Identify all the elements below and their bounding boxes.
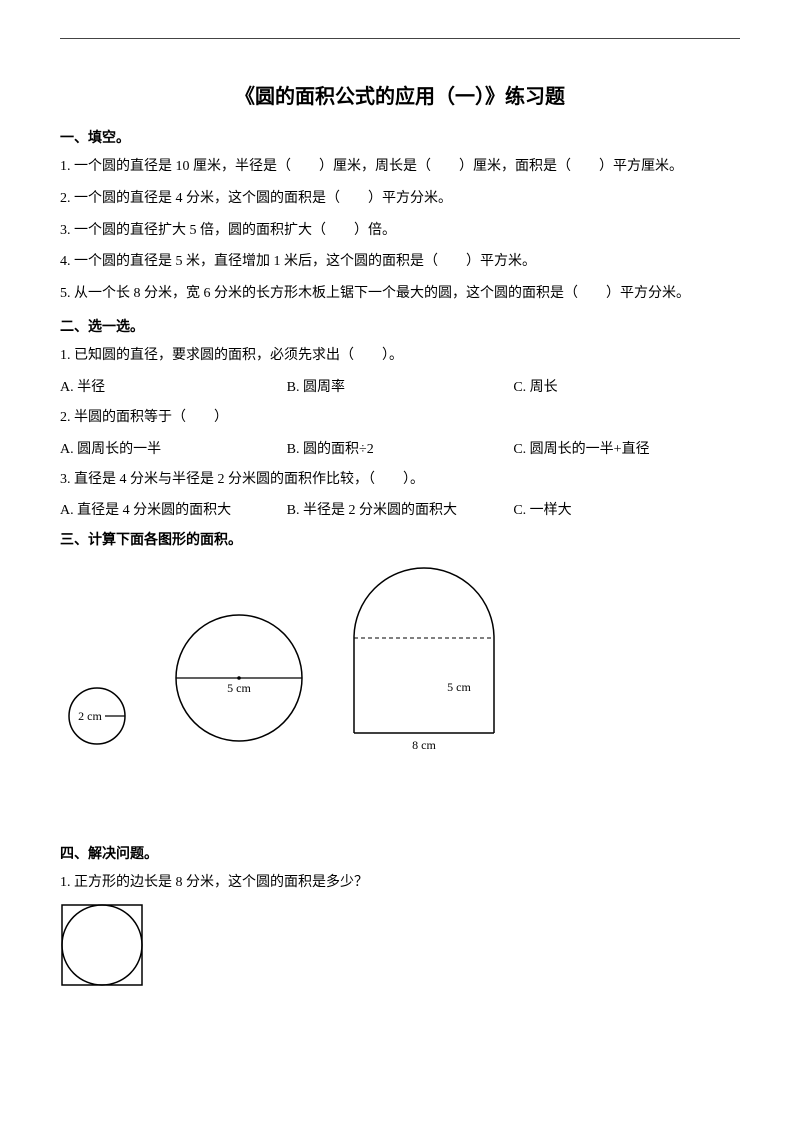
section-2-head: 二、选一选。	[60, 316, 740, 336]
figures-row: 2 cm 5 cm 5 cm 8 cm	[60, 563, 740, 753]
figure-4-wrap	[60, 903, 740, 987]
page-title: 《圆的面积公式的应用（一）》练习题	[60, 80, 740, 109]
fig2-label: 5 cm	[227, 681, 251, 695]
s4-q1: 1. 正方形的边长是 8 分米，这个圆的面积是多少？	[60, 871, 740, 895]
page: 《圆的面积公式的应用（一）》练习题 一、填空。 1. 一个圆的直径是 10 厘米…	[0, 0, 800, 1033]
s2-q1-a: A. 半径	[60, 376, 287, 396]
s2-q3-b: B. 半径是 2 分米圆的面积大	[287, 499, 514, 519]
s2-q1-b: B. 圆周率	[287, 376, 514, 396]
section-1-head: 一、填空。	[60, 127, 740, 147]
s2-q3-opts: A. 直径是 4 分米圆的面积大 B. 半径是 2 分米圆的面积大 C. 一样大	[60, 499, 740, 519]
top-rule	[60, 38, 740, 39]
section-4-head: 四、解决问题。	[60, 843, 740, 863]
s1-q5: 5. 从一个长 8 分米，宽 6 分米的长方形木板上锯下一个最大的圆，这个圆的面…	[60, 282, 740, 306]
section-3-head: 三、计算下面各图形的面积。	[60, 529, 740, 549]
s2-q3: 3. 直径是 4 分米与半径是 2 分米圆的面积作比较，（ ）。	[60, 468, 740, 492]
s2-q2-c: C. 圆周长的一半+直径	[513, 438, 740, 458]
figure-3-composite: 5 cm 8 cm	[344, 563, 504, 753]
s2-q1-c: C. 周长	[513, 376, 740, 396]
s2-q1-opts: A. 半径 B. 圆周率 C. 周长	[60, 376, 740, 396]
fig3-r-label: 5 cm	[447, 680, 471, 694]
s2-q2-opts: A. 圆周长的一半 B. 圆的面积÷2 C. 圆周长的一半+直径	[60, 438, 740, 458]
s2-q2-a: A. 圆周长的一半	[60, 438, 287, 458]
s1-q1: 1. 一个圆的直径是 10 厘米，半径是（ ）厘米，周长是（ ）厘米，面积是（ …	[60, 155, 740, 179]
s2-q2-b: B. 圆的面积÷2	[287, 438, 514, 458]
s2-q3-c: C. 一样大	[513, 499, 740, 519]
s2-q2: 2. 半圆的面积等于（ ）	[60, 406, 740, 430]
s1-q4: 4. 一个圆的直径是 5 米，直径增加 1 米后，这个圆的面积是（ ）平方米。	[60, 250, 740, 274]
figure-2-circle: 5 cm	[164, 603, 314, 753]
s1-q3: 3. 一个圆的直径扩大 5 倍，圆的面积扩大（ ）倍。	[60, 219, 740, 243]
s1-q2: 2. 一个圆的直径是 4 分米，这个圆的面积是（ ）平方分米。	[60, 187, 740, 211]
s2-q3-a: A. 直径是 4 分米圆的面积大	[60, 499, 287, 519]
figure-1-circle: 2 cm	[60, 679, 134, 753]
fig1-label: 2 cm	[78, 709, 102, 723]
fig3-b-label: 8 cm	[412, 738, 436, 752]
figure-4-square-circle	[60, 903, 144, 987]
s2-q1: 1. 已知圆的直径，要求圆的面积，必须先求出（ ）。	[60, 344, 740, 368]
spacer	[60, 763, 740, 833]
